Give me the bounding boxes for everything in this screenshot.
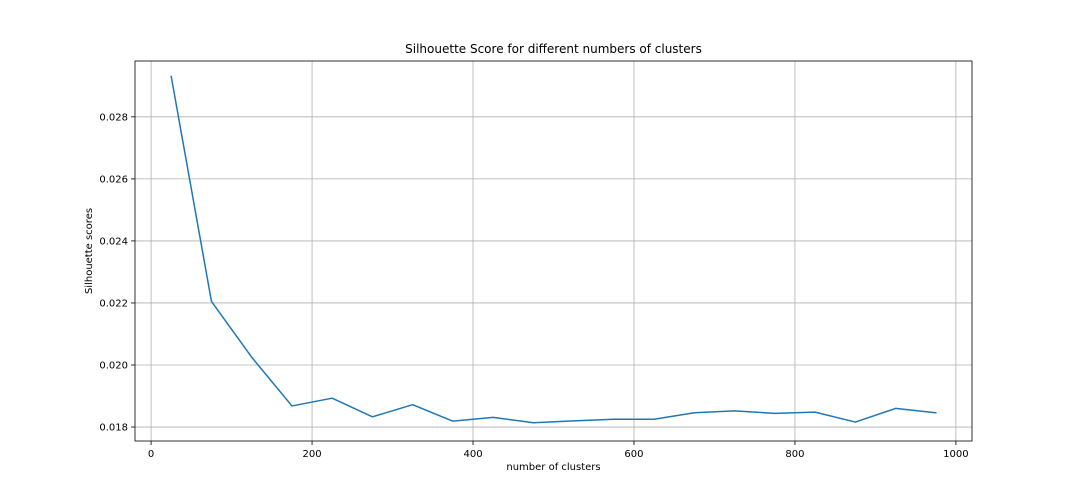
y-tick-label: 0.018 <box>99 423 128 434</box>
data-lines <box>170 75 937 424</box>
y-axis-label: Silhouette scores <box>84 208 95 294</box>
axis-ticks: 0 200 400 600 800 1000 0.018 0.020 0.022 0.024 0.0… <box>99 112 968 460</box>
x-tick-label: 800 <box>785 449 804 460</box>
x-tick-label: 0 <box>148 449 154 460</box>
x-axis-label: number of clusters <box>506 462 600 473</box>
x-tick-label: 600 <box>624 449 643 460</box>
x-tick-label: 200 <box>303 449 322 460</box>
plot-area-frame <box>134 60 973 442</box>
series-line <box>170 75 937 424</box>
chart-title: Silhouette Score for different numbers o… <box>405 42 702 56</box>
y-tick-label: 0.024 <box>99 236 128 247</box>
x-tick-label: 1000 <box>943 449 968 460</box>
x-tick-label: 400 <box>463 449 482 460</box>
y-tick-label: 0.022 <box>99 298 128 309</box>
grid-lines <box>135 61 972 441</box>
y-tick-label: 0.026 <box>99 174 128 185</box>
y-tick-label: 0.028 <box>99 112 128 123</box>
y-tick-label: 0.020 <box>99 361 128 372</box>
